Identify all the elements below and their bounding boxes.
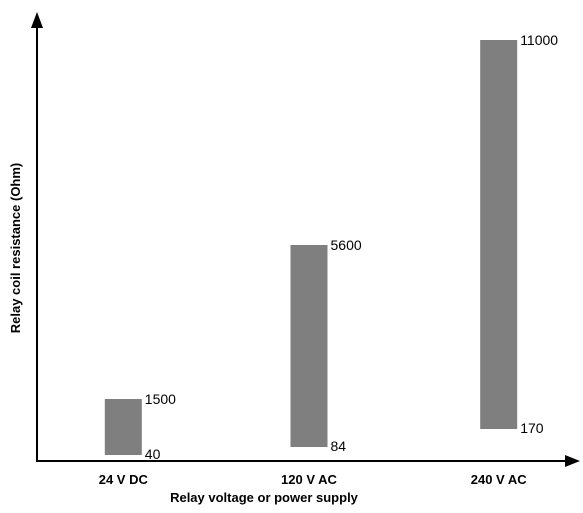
x-axis-title: Relay voltage or power supply [170, 490, 359, 505]
low-value-label: 170 [520, 420, 544, 436]
range-bar [480, 40, 518, 429]
high-value-label: 1500 [145, 391, 176, 407]
value-labels-layer: 1500 40 5600 84 11000 170 [145, 32, 559, 462]
axes [31, 12, 580, 467]
x-tick-label: 24 V DC [99, 472, 149, 487]
x-axis-arrow-icon [565, 455, 580, 467]
low-value-label: 40 [145, 446, 161, 462]
y-axis-arrow-icon [31, 12, 43, 28]
bars-layer [104, 40, 518, 455]
range-bar [290, 245, 328, 447]
x-tick-label: 120 V AC [281, 472, 337, 487]
range-bar [104, 399, 142, 455]
high-value-label: 11000 [520, 32, 558, 48]
high-value-label: 5600 [331, 237, 362, 253]
low-value-label: 84 [331, 438, 347, 454]
x-tick-label: 240 V AC [471, 472, 527, 487]
y-axis-title: Relay coil resistance (Ohm) [8, 163, 23, 334]
x-tick-labels-layer: 24 V DC 120 V AC 240 V AC [99, 472, 528, 487]
